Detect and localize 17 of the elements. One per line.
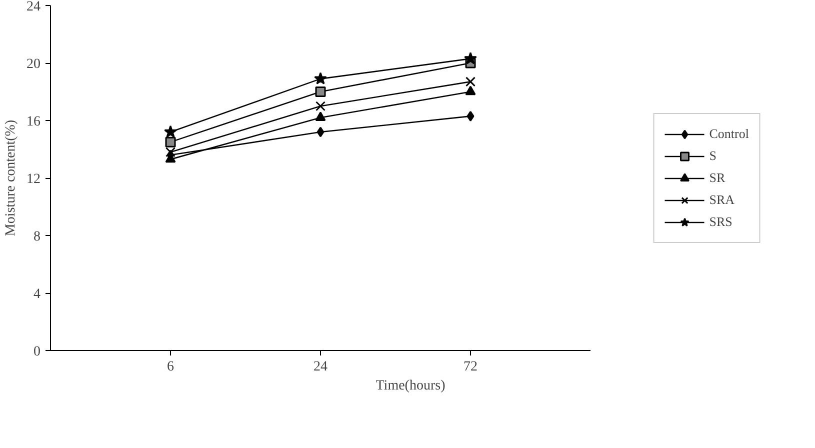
- y-tick-label: 0: [34, 344, 40, 360]
- legend-label: SR: [709, 170, 726, 186]
- y-tick-label: 12: [26, 172, 40, 187]
- legend-label: SRA: [709, 192, 735, 208]
- y-tick-label: 16: [26, 114, 40, 130]
- legend-label: Control: [709, 126, 749, 142]
- y-tick-label: 8: [34, 230, 40, 244]
- y-tick-label: 4: [34, 287, 40, 302]
- x-tick-label: 6: [167, 360, 174, 374]
- y-tick-label: 24: [26, 0, 40, 14]
- x-tick-label: 72: [464, 360, 478, 374]
- legend-label: S: [709, 148, 718, 164]
- y-axis-title: Moisture content(%): [4, 120, 18, 236]
- x-tick-label: 24: [314, 360, 328, 374]
- legend-label: SRS: [709, 214, 732, 230]
- y-tick-label: 20: [26, 57, 40, 72]
- x-axis-title: Time(hours): [376, 378, 446, 394]
